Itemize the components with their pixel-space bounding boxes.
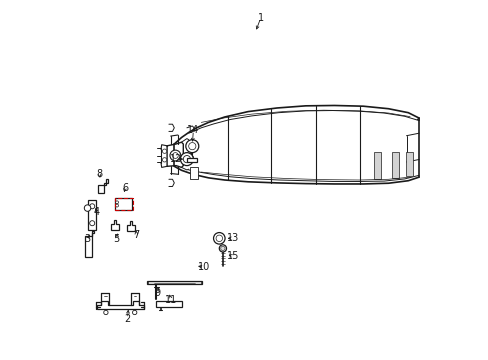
Text: 11: 11: [164, 294, 177, 305]
Text: 1: 1: [257, 13, 263, 23]
Text: 13: 13: [226, 233, 239, 243]
Circle shape: [216, 235, 222, 242]
Circle shape: [103, 310, 108, 315]
Circle shape: [183, 156, 190, 163]
Bar: [187, 158, 197, 162]
Polygon shape: [97, 301, 143, 309]
Text: 3: 3: [84, 234, 90, 244]
Text: 14: 14: [187, 125, 199, 135]
Text: 15: 15: [226, 251, 239, 261]
Circle shape: [220, 246, 224, 251]
Bar: [391, 152, 399, 178]
Bar: [115, 198, 132, 210]
Circle shape: [185, 140, 199, 153]
Circle shape: [84, 205, 91, 211]
Polygon shape: [126, 221, 134, 231]
Circle shape: [89, 204, 95, 209]
Circle shape: [180, 153, 193, 166]
Bar: [114, 198, 132, 210]
Circle shape: [162, 149, 166, 153]
Circle shape: [213, 233, 224, 244]
Polygon shape: [111, 220, 119, 230]
Circle shape: [162, 158, 166, 162]
Text: 12: 12: [169, 154, 182, 164]
Bar: [373, 152, 381, 179]
Text: 5: 5: [113, 234, 120, 244]
Bar: [189, 167, 197, 179]
Text: 9: 9: [154, 288, 160, 298]
Circle shape: [115, 204, 118, 207]
Bar: [405, 152, 412, 176]
Bar: [88, 200, 96, 230]
Circle shape: [89, 221, 95, 226]
Circle shape: [172, 153, 178, 158]
Text: 2: 2: [124, 314, 130, 324]
Circle shape: [188, 143, 196, 150]
Text: 4: 4: [94, 207, 100, 217]
Text: 10: 10: [198, 262, 210, 272]
Circle shape: [132, 310, 137, 315]
Circle shape: [219, 245, 226, 252]
Text: 7: 7: [133, 230, 140, 240]
Circle shape: [115, 201, 118, 204]
Polygon shape: [146, 281, 202, 284]
Text: 6: 6: [122, 183, 128, 193]
Circle shape: [170, 150, 181, 161]
Polygon shape: [85, 231, 94, 257]
Bar: [156, 301, 182, 307]
Polygon shape: [98, 179, 108, 193]
Text: 8: 8: [96, 168, 102, 179]
